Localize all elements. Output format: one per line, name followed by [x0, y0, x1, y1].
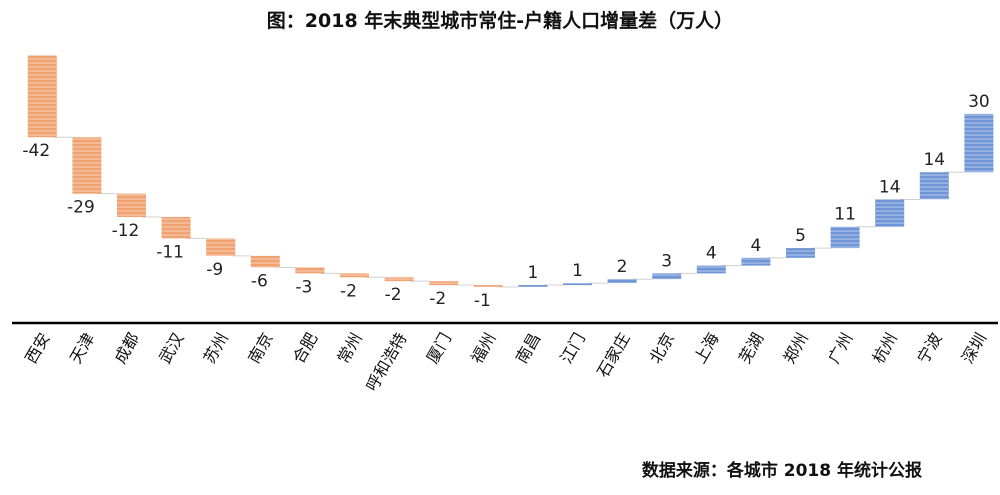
bar-福州	[473, 285, 503, 288]
value-label: -9	[206, 260, 223, 280]
value-label: -6	[251, 272, 268, 292]
value-label: 2	[617, 257, 628, 277]
value-label: -2	[340, 281, 357, 301]
value-label: 14	[879, 177, 901, 197]
category-label: 芜湖	[735, 330, 767, 367]
value-label: 5	[795, 226, 806, 246]
category-label: 南昌	[512, 330, 544, 367]
category-label: 常州	[334, 330, 366, 367]
category-label: 厦门	[423, 330, 455, 367]
bar-武汉	[161, 216, 191, 239]
value-label: -42	[22, 141, 50, 161]
bar-杭州	[875, 199, 905, 227]
category-label: 武汉	[155, 330, 187, 367]
bar-呼和浩特	[384, 277, 414, 282]
bar-合肥	[295, 267, 325, 274]
bar-西安	[27, 55, 57, 138]
bar-南昌	[518, 285, 548, 288]
value-label: -3	[295, 277, 312, 297]
category-label: 福州	[467, 330, 499, 367]
value-label: 14	[923, 150, 945, 170]
bar-天津	[72, 137, 102, 194]
chart-source: 数据来源：各城市 2018 年统计公报	[641, 461, 922, 481]
bar-成都	[117, 193, 146, 217]
category-label: 上海	[690, 330, 722, 367]
category-label: 南京	[244, 330, 276, 367]
value-label: -2	[385, 285, 402, 305]
category-label: 天津	[66, 330, 98, 367]
bar-上海	[696, 265, 726, 274]
value-label: 4	[750, 236, 761, 256]
value-label: 4	[706, 244, 717, 264]
bar-常州	[340, 273, 369, 278]
value-label: 30	[968, 92, 990, 112]
bar-深圳	[964, 113, 994, 173]
bar-宁波	[919, 172, 949, 200]
value-label: -1	[474, 291, 491, 311]
value-label: 11	[834, 205, 856, 225]
bar-南京	[250, 255, 280, 268]
value-label: -29	[67, 198, 95, 218]
category-label: 深圳	[958, 330, 990, 367]
category-label: 石家庄	[593, 330, 633, 381]
category-label: 江门	[557, 330, 589, 367]
value-label: 1	[572, 261, 583, 281]
category-label: 西安	[21, 330, 53, 367]
category-label: 呼和浩特	[362, 330, 410, 395]
bar-苏州	[206, 238, 236, 256]
value-label: -2	[429, 289, 446, 309]
bar-北京	[652, 273, 682, 280]
value-label: 1	[527, 263, 538, 283]
bar-广州	[830, 226, 860, 249]
chart-title: 图：2018 年末典型城市常住-户籍人口增量差（万人）	[266, 10, 734, 32]
value-label: 3	[661, 251, 672, 271]
value-label: -12	[112, 221, 140, 241]
category-label: 苏州	[200, 330, 232, 367]
category-label: 成都	[111, 330, 143, 367]
category-label: 郑州	[780, 330, 812, 367]
bar-江门	[563, 283, 592, 286]
bar-石家庄	[607, 279, 637, 284]
category-label: 合肥	[289, 330, 321, 367]
bar-芜湖	[741, 257, 771, 266]
category-label: 北京	[646, 330, 678, 367]
category-label: 宁波	[913, 330, 945, 367]
category-label: 杭州	[869, 330, 901, 367]
value-label: -11	[156, 242, 184, 262]
category-label: 广州	[824, 330, 856, 367]
bar-郑州	[786, 248, 815, 258]
bar-厦门	[429, 281, 459, 286]
